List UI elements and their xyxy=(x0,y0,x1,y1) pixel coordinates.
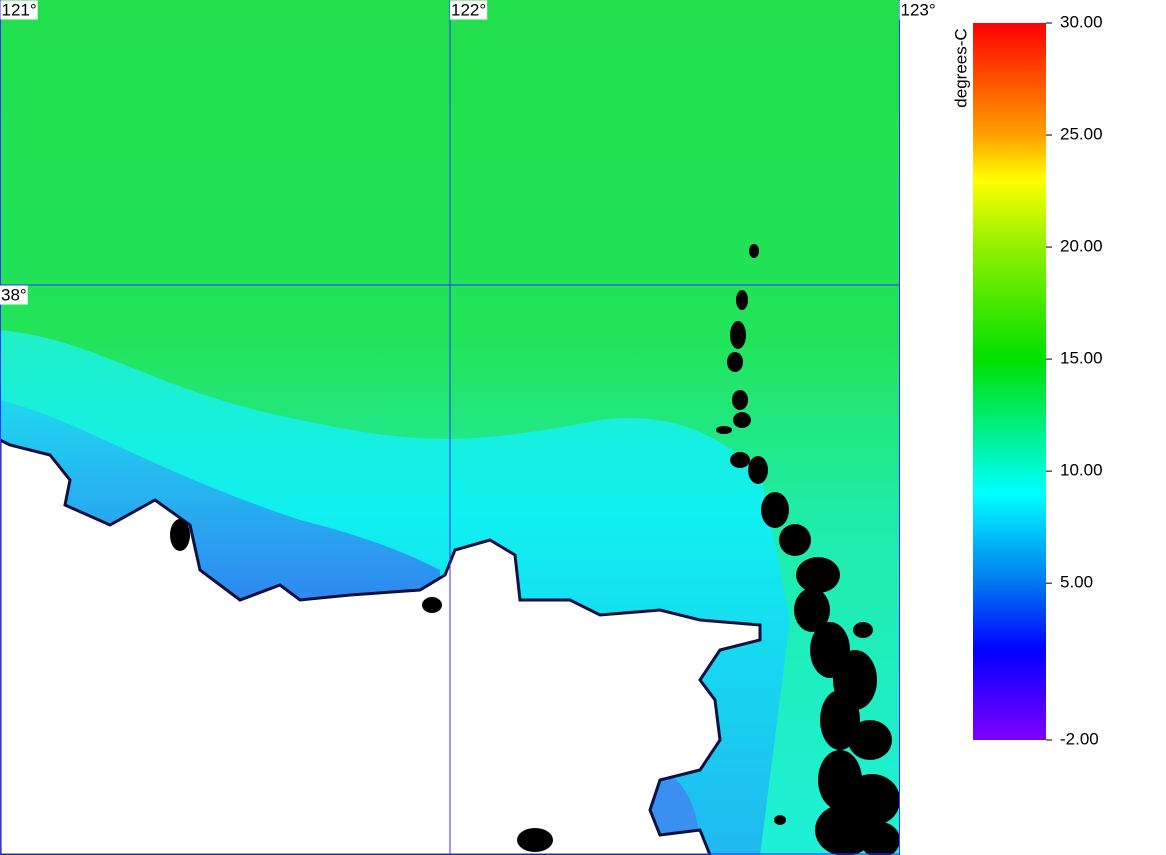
graticule-label: 38° xyxy=(1,285,27,304)
label-background xyxy=(899,0,937,20)
graticule-label: 122° xyxy=(451,0,486,19)
label-background xyxy=(0,285,28,305)
label-background xyxy=(0,0,38,20)
colorbar-ramp xyxy=(973,23,1046,740)
colorbar-tick-label: -2.00 xyxy=(1060,729,1099,748)
colorbar-tick-label: 15.00 xyxy=(1060,349,1103,368)
islands xyxy=(170,244,900,855)
colorbar-tick-label: 20.00 xyxy=(1060,237,1103,256)
colorbar-tick-label: 25.00 xyxy=(1060,125,1103,144)
colorbar-title: degrees-C xyxy=(951,28,970,107)
land xyxy=(0,438,762,855)
colorbar: degrees-C 30.00 25.00 20.00 15.00 10.00 5.00 -… xyxy=(951,12,1102,748)
graticule-labels: 121° 122° 123° 38° xyxy=(0,0,937,305)
colorbar-tick-label: 5.00 xyxy=(1060,573,1093,592)
graticule-label: 121° xyxy=(2,0,37,19)
graticule-label: 123° xyxy=(901,0,936,19)
colorbar-tick-label: 30.00 xyxy=(1060,12,1103,31)
colorbar-tick-label: 10.00 xyxy=(1060,461,1103,480)
graticule xyxy=(0,0,900,855)
label-background xyxy=(450,0,488,20)
